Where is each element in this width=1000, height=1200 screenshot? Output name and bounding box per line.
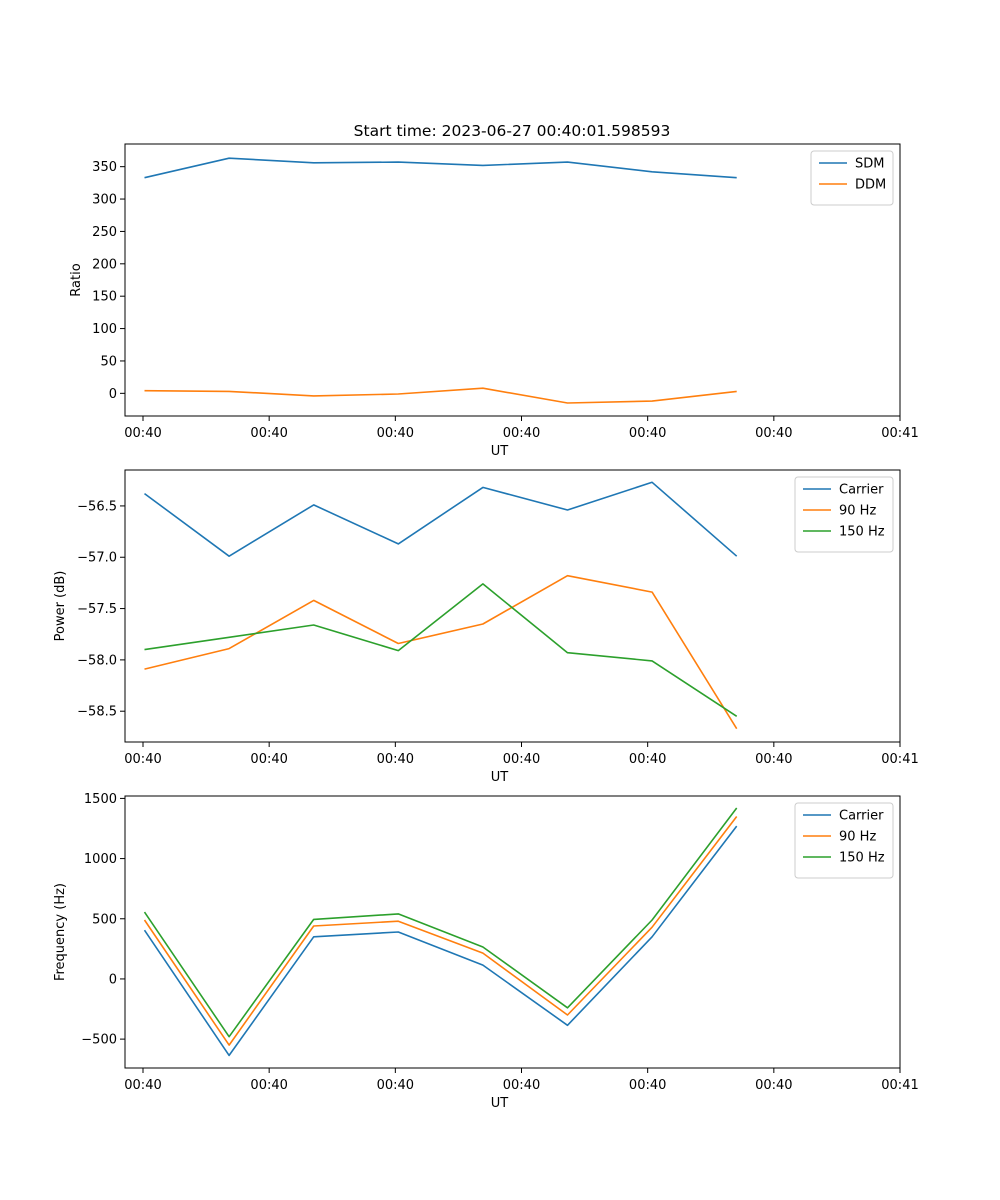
x-tick-label: 00:41 xyxy=(881,426,918,441)
series-line-carrier xyxy=(144,481,738,558)
panel-2: 00:40 00:40 00:40 00:40 00:40 00:40 00:41 −58.5… xyxy=(53,469,919,785)
y-tick-label: 150 xyxy=(92,290,117,305)
plot-frame xyxy=(124,469,901,743)
y-tick-label: −58.0 xyxy=(77,653,117,668)
x-tick-label: 00:40 xyxy=(755,426,792,441)
y-tick-label: −57.5 xyxy=(77,602,117,617)
x-tick-label: 00:40 xyxy=(250,1078,287,1093)
y-tick-label: 100 xyxy=(92,322,117,337)
y-tick-label: 200 xyxy=(92,257,117,272)
y-tick-label: 0 xyxy=(109,972,117,987)
legend-label: 150 Hz xyxy=(839,851,885,866)
y-axis-label: Ratio xyxy=(69,263,84,296)
plot-frame xyxy=(124,795,901,1069)
chart-panels: 00:40 00:40 00:40 00:40 00:40 00:40 00:41 0 50 10… xyxy=(53,143,919,1111)
legend-label: SDM xyxy=(855,157,884,172)
x-tick-label: 00:40 xyxy=(124,1078,161,1093)
y-tick-label: −500 xyxy=(81,1033,117,1048)
x-tick-label: 00:40 xyxy=(377,752,414,767)
y-tick-label: −58.5 xyxy=(77,705,117,720)
legend-box xyxy=(794,476,894,553)
y-tick-label: 250 xyxy=(92,225,117,240)
panel-1: 00:40 00:40 00:40 00:40 00:40 00:40 00:41 0 50 10… xyxy=(69,143,919,459)
plot-frame xyxy=(124,143,901,417)
y-tick-label: 1000 xyxy=(84,852,117,867)
legend-label: 90 Hz xyxy=(839,830,876,845)
x-tick-label: 00:41 xyxy=(881,1078,918,1093)
legend-label: DDM xyxy=(855,178,886,193)
x-tick-label: 00:40 xyxy=(629,752,666,767)
x-tick-label: 00:40 xyxy=(503,1078,540,1093)
series-line-150-hz xyxy=(143,807,738,1038)
legend-label: 90 Hz xyxy=(839,504,876,519)
series-line-90-hz xyxy=(143,816,738,1046)
y-tick-label: 500 xyxy=(92,912,117,927)
x-tick-label: 00:41 xyxy=(881,752,918,767)
legend-label: Carrier xyxy=(839,483,884,498)
x-tick-label: 00:40 xyxy=(629,1078,666,1093)
x-tick-label: 00:40 xyxy=(755,1078,792,1093)
series-line-carrier xyxy=(143,825,738,1057)
y-tick-label: 350 xyxy=(92,160,117,175)
legend-box xyxy=(794,802,894,879)
series-line-90-hz xyxy=(144,574,738,730)
panel-3: 00:40 00:40 00:40 00:40 00:40 00:40 00:41 −500 0… xyxy=(53,792,919,1111)
x-tick-label: 00:40 xyxy=(755,752,792,767)
y-tick-label: −56.5 xyxy=(77,499,117,514)
legend-label: 150 Hz xyxy=(839,525,885,540)
x-tick-label: 00:40 xyxy=(124,426,161,441)
x-axis-label: UT xyxy=(491,444,509,459)
x-axis-label: UT xyxy=(491,770,509,785)
legend-label: Carrier xyxy=(839,809,884,824)
x-tick-label: 00:40 xyxy=(377,1078,414,1093)
series-line-ddm xyxy=(144,387,737,404)
x-tick-label: 00:40 xyxy=(250,426,287,441)
x-axis-label: UT xyxy=(491,1096,509,1111)
y-axis-label: Power (dB) xyxy=(53,571,68,642)
y-tick-label: 50 xyxy=(100,354,117,369)
legend-box xyxy=(810,150,894,206)
chart-title: Start time: 2023-06-27 00:40:01.598593 xyxy=(354,122,671,140)
series-line-sdm xyxy=(144,157,737,179)
y-tick-label: 300 xyxy=(92,193,117,208)
series-line-150-hz xyxy=(144,583,738,717)
x-tick-label: 00:40 xyxy=(377,426,414,441)
x-tick-label: 00:40 xyxy=(503,752,540,767)
y-tick-label: −57.0 xyxy=(77,551,117,566)
x-tick-label: 00:40 xyxy=(124,752,161,767)
y-tick-label: 1500 xyxy=(84,792,117,807)
x-tick-label: 00:40 xyxy=(250,752,287,767)
y-tick-label: 0 xyxy=(109,387,117,402)
x-tick-label: 00:40 xyxy=(503,426,540,441)
x-tick-label: 00:40 xyxy=(629,426,666,441)
y-axis-label: Frequency (Hz) xyxy=(53,883,68,981)
